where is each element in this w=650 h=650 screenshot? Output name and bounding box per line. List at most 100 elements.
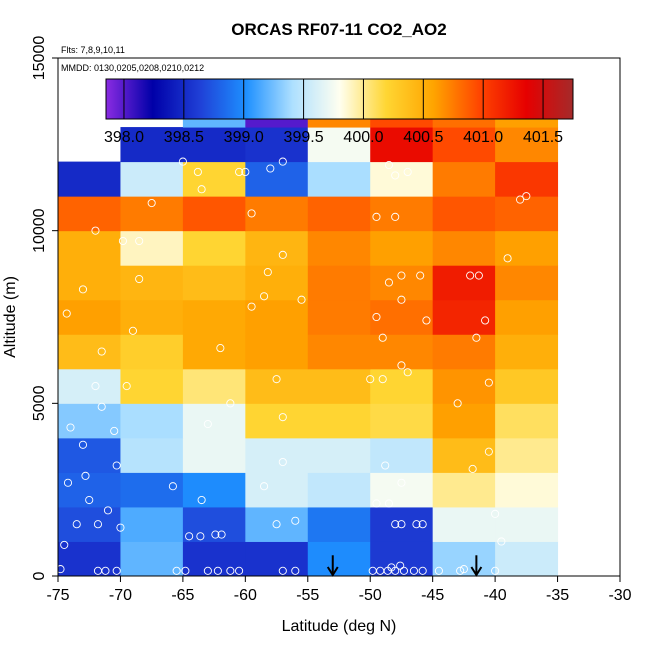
sample-point [93,520,103,529]
colorbar: 398.0 398.5 399.0 399.5 400.0 400.5 401.0 401.5 [104,78,574,146]
heatmap-cell [120,437,184,473]
heatmap-cell [432,230,496,266]
plot-frame [57,57,621,577]
colorbar-tick-label: 401.5 [523,129,563,146]
heatmap-cell [432,334,496,370]
sample-point [522,192,531,201]
heatmap-cell [432,472,496,508]
heatmap-cell [182,161,246,197]
sample-point [378,333,387,342]
heatmap-cell [370,334,434,370]
heatmap-cell [307,472,371,508]
y-tick-label: 5000 [31,385,48,421]
sample-point [197,495,206,505]
sample-point [397,295,406,304]
sample-point [491,566,500,575]
sample-point [97,402,106,411]
colorbar-tick-label: 400.0 [343,129,383,146]
sample-point [372,212,381,221]
heatmap-cell [245,334,309,370]
heatmap-cell [370,196,434,232]
sample-point [456,566,465,575]
sample-point [226,566,235,575]
heatmap-cell [58,161,121,197]
heatmap-cell [245,161,309,197]
sample-point [62,309,71,318]
sample-point [263,268,272,277]
heatmap-cell [58,299,121,335]
sample-point [91,382,100,391]
sample-point [60,540,69,549]
sample-point [213,566,222,575]
colorbar-gradient [105,78,574,120]
sample-point [291,516,300,525]
heatmap-cell [307,437,371,473]
heatmap-cell [495,437,559,473]
sample-point [56,565,65,574]
heatmap-cell [182,196,246,232]
heatmap-cell [432,403,496,439]
heatmap-cell [307,299,371,335]
chart-title: ORCAS RF07-11 CO2_AO2 [231,20,446,39]
sample-point [453,399,462,408]
heatmap-cell [370,541,434,577]
sample-point [399,566,408,575]
sample-point [484,447,493,456]
sample-point [384,161,394,170]
sample-point [474,271,483,280]
heatmap-cell [307,334,371,370]
sample-point [193,167,202,177]
sample-point [397,478,406,487]
sample-point [101,566,110,575]
heatmap-cell [182,265,246,301]
sample-point [247,209,256,218]
heatmap-cell [120,265,184,301]
sample-point [235,167,244,177]
sample-point [78,285,88,294]
sample-point [387,563,396,572]
sample-point [416,271,425,280]
heatmap-cell [245,127,309,163]
profile-arrows [326,555,483,577]
sample-point [278,457,287,467]
heatmap-cell [370,230,434,266]
sample-point [135,236,144,246]
sample-point [412,520,421,529]
heatmap-cell [432,161,496,197]
x-axis: -75 -70 -65 -60 -55 -50 -45 -40 -35 -30 [46,576,632,604]
heatmap-cell [182,127,246,163]
heatmap-cell [245,541,309,577]
y-axis: 0 5000 10000 15000 [31,36,58,580]
sample-point [278,157,287,166]
sample-point [466,271,475,280]
heatmap-cell [245,506,309,542]
sample-point [391,520,400,529]
heatmap-cell [58,403,121,439]
heatmap-cell [495,196,559,232]
sample-point [128,326,137,335]
sample-point [297,295,306,304]
heatmap-cell [495,368,559,404]
heatmap-cell [495,541,559,577]
y-tick-label: 10000 [31,208,48,253]
sample-point [168,482,177,491]
sample-point [391,212,400,221]
sample-point [403,368,412,377]
heatmap-cell [58,368,121,404]
heatmap-cell [432,506,496,542]
x-axis-label: Latitude (deg N) [282,618,397,635]
sample-point [418,520,427,529]
sample-point [112,461,121,470]
heatmap-cell [495,299,559,335]
heatmap-cell [495,265,559,301]
sample-point [112,566,121,575]
sample-point [481,316,490,325]
sample-point [197,185,206,194]
arrow-head [326,566,339,577]
heatmap-cell [245,472,309,508]
heatmap-cell [307,230,371,266]
heatmap-cell [432,127,496,163]
sample-point [85,495,94,505]
heatmap-cell [120,368,184,404]
colorbar-tick-label: 401.0 [463,129,503,146]
